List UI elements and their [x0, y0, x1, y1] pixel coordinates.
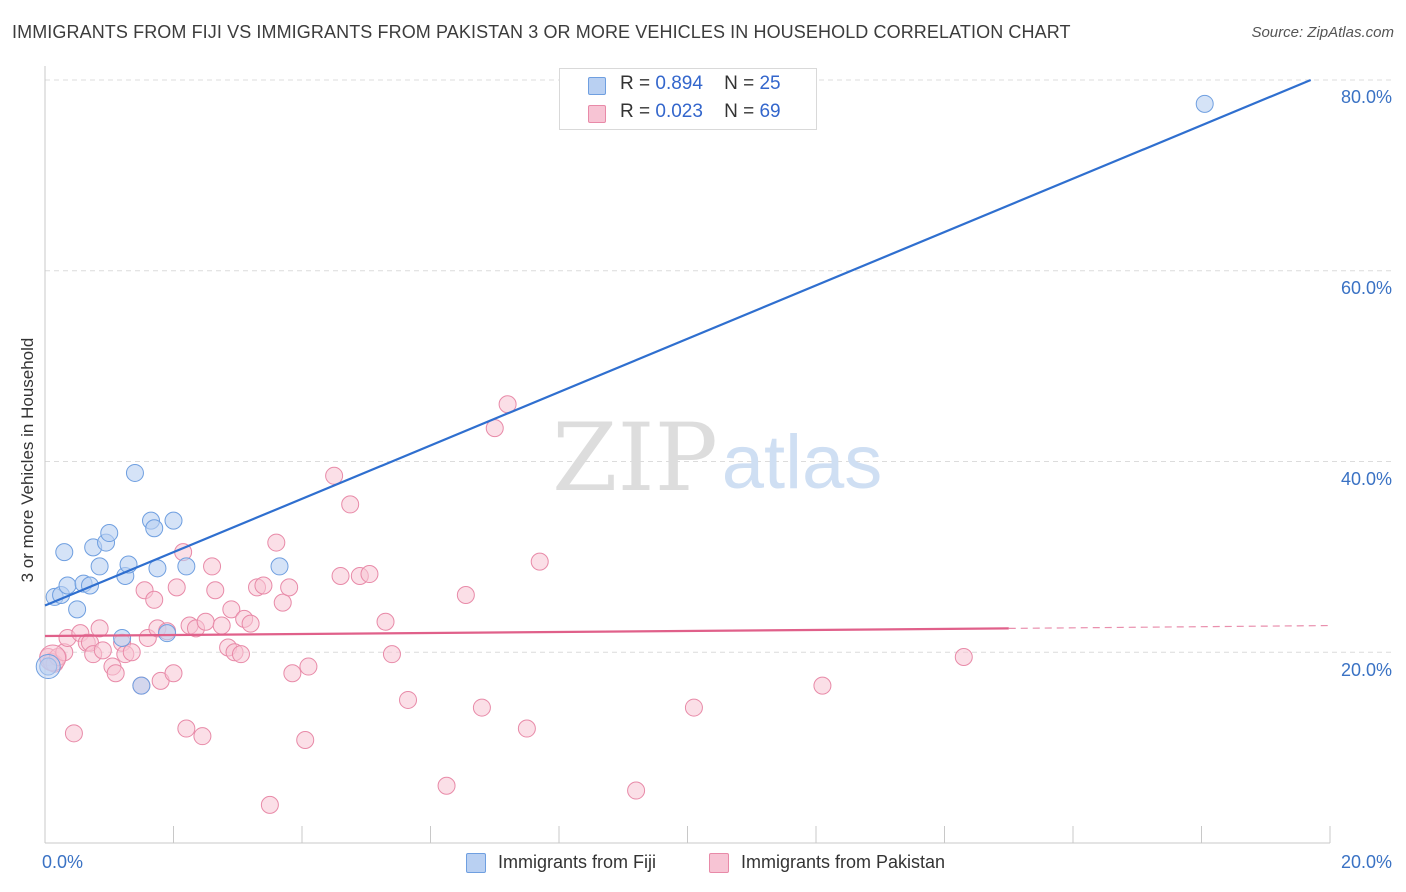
y-tick-20: 20.0% — [1340, 660, 1392, 680]
bottom-fiji-label: Immigrants from Fiji — [498, 852, 657, 872]
fiji-points — [35, 94, 1214, 695]
pakistan-point — [222, 600, 241, 619]
pakistan-point — [231, 645, 250, 664]
x-tick-min: 0.0% — [42, 852, 84, 872]
pakistan-point — [93, 641, 112, 660]
fiji-point — [1195, 94, 1214, 113]
pakistan-point — [456, 586, 475, 605]
bottom-pakistan-swatch — [709, 852, 729, 873]
fiji-n-label: N = — [724, 73, 755, 94]
fiji-swatch — [588, 77, 606, 95]
pakistan-n-value: 69 — [759, 101, 781, 122]
fiji-point — [125, 463, 144, 482]
fiji-point — [164, 511, 183, 530]
pakistan-point — [241, 614, 260, 633]
fiji-point — [145, 519, 164, 538]
pakistan-point — [627, 781, 646, 800]
fiji-r-label: R = — [620, 73, 651, 94]
x-tick-max: 20.0% — [1340, 852, 1392, 872]
watermark: ZIP atlas — [552, 404, 882, 513]
pakistan-point — [517, 719, 536, 738]
pakistan-point — [167, 578, 186, 597]
pakistan-point — [193, 727, 212, 746]
pakistan-point — [954, 648, 973, 667]
fiji-r-value: 0.894 — [655, 73, 703, 94]
y-tick-80: 80.0% — [1340, 87, 1392, 107]
pakistan-point — [90, 619, 109, 638]
fiji-point — [270, 557, 289, 576]
pakistan-point — [196, 612, 215, 631]
fiji-point — [158, 624, 177, 643]
y-tick-40: 40.0% — [1340, 469, 1392, 489]
pakistan-point — [106, 664, 125, 683]
pakistan-point — [376, 612, 395, 631]
pakistan-point — [437, 776, 456, 795]
pakistan-point — [212, 616, 231, 635]
fiji-point — [132, 676, 151, 695]
pakistan-trend-line — [44, 627, 1009, 638]
y-tick-60: 60.0% — [1340, 278, 1392, 298]
bottom-legend-fiji: Immigrants from Fiji — [466, 852, 656, 873]
fiji-point — [55, 543, 74, 562]
pakistan-point — [267, 533, 286, 552]
pakistan-point — [273, 593, 292, 612]
pakistan-point — [360, 565, 379, 584]
bottom-legend-pakistan: Immigrants from Pakistan — [709, 852, 945, 873]
pakistan-point — [177, 719, 196, 738]
axes — [44, 66, 1331, 844]
chart-title: IMMIGRANTS FROM FIJI VS IMMIGRANTS FROM … — [12, 22, 1071, 42]
pakistan-point — [145, 590, 164, 609]
pakistan-trend-extension — [1008, 624, 1331, 630]
fiji-trend-line — [44, 78, 1312, 607]
source-label: Source: ZipAtlas.com — [1251, 24, 1394, 41]
pakistan-point — [399, 690, 418, 709]
pakistan-n-label: N = — [724, 101, 755, 122]
pakistan-swatch — [588, 105, 606, 123]
watermark-zip: ZIP — [552, 404, 718, 513]
pakistan-point — [164, 664, 183, 683]
pakistan-point — [206, 581, 225, 600]
fiji-n-value: 25 — [759, 73, 781, 94]
fiji-point — [100, 524, 119, 543]
correlation-legend: R = 0.894 N = 25 R = 0.023 N = 69 — [559, 68, 817, 130]
pakistan-point — [283, 664, 302, 683]
pakistan-point — [325, 466, 344, 485]
pakistan-point — [254, 576, 273, 595]
pakistan-r-label: R = — [620, 101, 651, 122]
pakistan-point — [203, 557, 222, 576]
watermark-atlas: atlas — [722, 420, 883, 505]
pakistan-point — [280, 578, 299, 597]
fiji-point — [177, 557, 196, 576]
pakistan-point — [331, 566, 350, 585]
gridlines — [45, 79, 1392, 653]
pakistan-point — [299, 657, 318, 676]
fiji-point — [68, 600, 87, 619]
bottom-fiji-swatch — [466, 852, 486, 873]
pakistan-point — [530, 552, 549, 571]
pakistan-point — [64, 724, 83, 743]
fiji-point — [35, 654, 61, 680]
pakistan-point — [296, 730, 315, 749]
pakistan-point — [684, 698, 703, 717]
pakistan-point — [341, 495, 360, 514]
pakistan-point — [813, 676, 832, 695]
pakistan-point — [382, 645, 401, 664]
bottom-pakistan-label: Immigrants from Pakistan — [741, 852, 946, 872]
trend-lines — [44, 78, 1331, 638]
pakistan-point — [122, 643, 141, 662]
fiji-point — [113, 628, 132, 647]
pakistan-r-value: 0.023 — [655, 101, 703, 122]
pakistan-point — [472, 698, 491, 717]
fiji-point — [90, 557, 109, 576]
pakistan-point — [260, 795, 279, 814]
fiji-point — [58, 576, 77, 595]
